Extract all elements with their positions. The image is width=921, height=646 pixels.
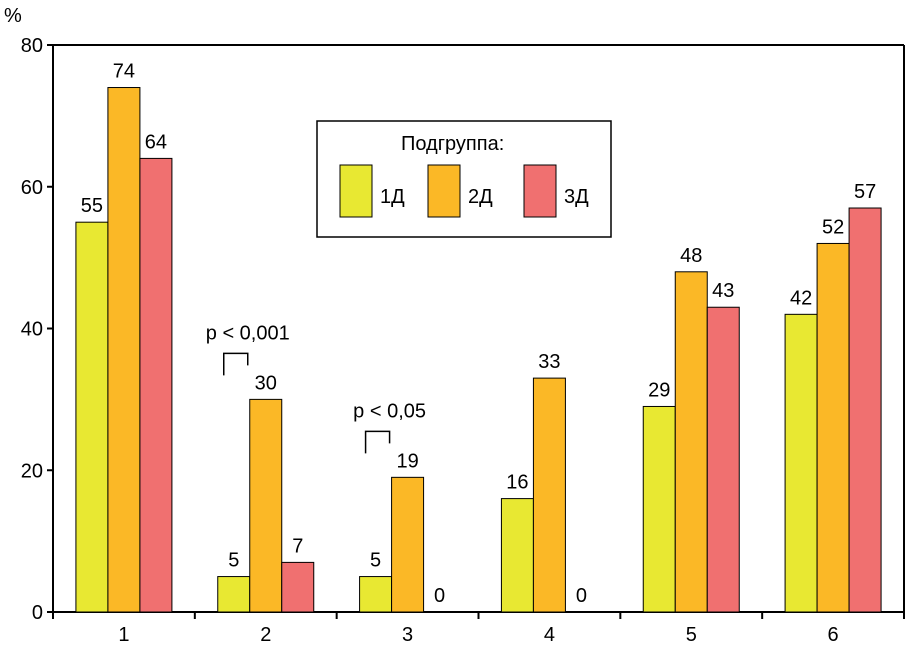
y-axis-unit-label: %: [4, 5, 22, 27]
y-tick-label: 40: [21, 319, 43, 341]
bar: [642, 405, 676, 613]
x-ticks: 1 2 3 4 5 6: [52, 612, 905, 646]
data-label: 5: [228, 550, 239, 572]
annotations: p < 0,001 p < 0,05: [206, 322, 426, 454]
data-label: 42: [790, 287, 812, 309]
bar: [500, 498, 534, 613]
data-label: 74: [113, 61, 135, 83]
y-tick-label: 20: [21, 460, 43, 482]
data-label: 57: [854, 181, 876, 203]
legend-swatch-2d: [427, 164, 461, 218]
bar: [217, 576, 251, 613]
bar: [139, 157, 173, 613]
bar: [75, 221, 109, 613]
data-label: 0: [434, 585, 445, 607]
legend-swatch-3d: [523, 164, 557, 218]
bar: [816, 242, 850, 613]
data-label: 30: [255, 372, 277, 394]
x-tick-label: 3: [402, 624, 413, 646]
x-tick-label: 4: [544, 624, 555, 646]
legend: Подгруппа: 1Д 2Д 3Д: [316, 120, 612, 238]
bar: [249, 398, 283, 613]
bar: [359, 576, 393, 613]
legend-label-1d: 1Д: [380, 186, 405, 208]
data-label: 33: [538, 351, 560, 373]
data-labels: 55 74 64 5 30 7 5 19 0 16 33 0 29 48 43 42 52 57: [81, 61, 876, 607]
bar: [281, 561, 315, 613]
x-tick-label: 5: [686, 624, 697, 646]
data-label: 64: [145, 131, 167, 153]
data-label: 43: [712, 280, 734, 302]
bar: [848, 207, 882, 613]
legend-label-3d: 3Д: [564, 186, 589, 208]
data-label: 19: [396, 450, 418, 472]
data-label: 52: [822, 216, 844, 238]
significance-label: p < 0,001: [206, 322, 290, 344]
data-label: 48: [680, 245, 702, 267]
significance-bracket: [223, 352, 249, 376]
data-label: 16: [506, 472, 528, 494]
y-tick-label: 60: [21, 177, 43, 199]
y-tick-label: 80: [21, 35, 43, 57]
bar: [706, 306, 740, 613]
legend-label-2d: 2Д: [468, 186, 493, 208]
significance-bracket: [364, 430, 391, 454]
data-label: 5: [370, 550, 381, 572]
bar: [391, 476, 425, 613]
significance-label: p < 0,05: [353, 400, 426, 422]
bar: [784, 313, 818, 613]
data-label: 0: [576, 585, 587, 607]
y-tick-label: 0: [32, 602, 43, 624]
data-label: 7: [292, 535, 303, 557]
bar: [532, 377, 566, 613]
x-tick-label: 6: [828, 624, 839, 646]
x-tick-label: 1: [118, 624, 129, 646]
legend-swatch-1d: [339, 164, 373, 218]
legend-title: Подгруппа:: [401, 133, 504, 155]
y-ticks: 0 20 40 60 80: [21, 35, 53, 624]
bars: [75, 87, 882, 613]
bar: [674, 271, 708, 613]
x-tick-label: 2: [260, 624, 271, 646]
data-label: 29: [648, 379, 670, 401]
data-label: 55: [81, 195, 103, 217]
bar: [107, 87, 141, 613]
